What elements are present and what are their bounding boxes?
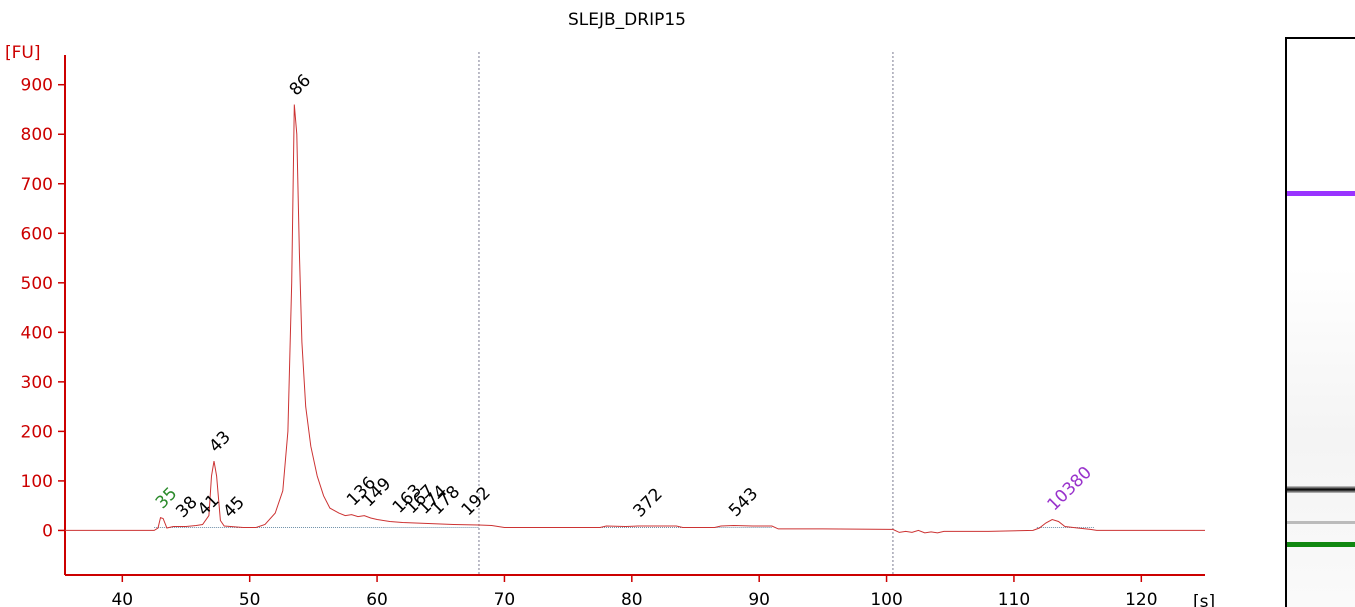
gel-band bbox=[1287, 542, 1355, 547]
electropherogram-chart: SLEJB_DRIP15 [FU] [s] 0 100 200 300 400 500 60… bbox=[5, 10, 1215, 607]
fluorescence-trace bbox=[65, 104, 1205, 534]
y-tick-label: 100 bbox=[21, 472, 53, 492]
y-axis-ticks: 0 100 200 300 400 500 600 700 800 900 bbox=[21, 76, 65, 541]
y-tick-label: 800 bbox=[21, 125, 53, 145]
gel-band bbox=[1287, 486, 1355, 493]
y-tick-label: 200 bbox=[21, 422, 53, 442]
chart-title: SLEJB_DRIP15 bbox=[568, 10, 686, 30]
x-tick-label: 60 bbox=[366, 590, 388, 607]
peak-label: 372 bbox=[630, 484, 667, 521]
x-tick-label: 100 bbox=[870, 590, 902, 607]
gel-band bbox=[1287, 191, 1355, 196]
x-tick-label: 70 bbox=[494, 590, 516, 607]
peak-label: 86 bbox=[286, 71, 315, 100]
dotted-markers bbox=[478, 52, 894, 575]
x-tick-label: 90 bbox=[748, 590, 770, 607]
peak-label: 43 bbox=[205, 427, 234, 456]
y-tick-label: 500 bbox=[21, 274, 53, 294]
y-tick-label: 300 bbox=[21, 373, 53, 393]
y-tick-label: 0 bbox=[42, 521, 53, 541]
x-axis-ticks: 40 50 60 70 80 90 100 110 120 bbox=[111, 575, 1158, 607]
gel-band bbox=[1287, 521, 1355, 524]
x-tick-label: 80 bbox=[621, 590, 643, 607]
y-axis-unit: [FU] bbox=[5, 43, 41, 63]
y-tick-label: 700 bbox=[21, 175, 53, 195]
y-tick-label: 400 bbox=[21, 323, 53, 343]
x-axis-unit: [s] bbox=[1193, 592, 1215, 607]
y-tick-label: 900 bbox=[21, 76, 53, 96]
peak-label: 192 bbox=[458, 483, 495, 520]
peak-label: 41 bbox=[194, 491, 223, 520]
x-tick-label: 50 bbox=[239, 590, 261, 607]
peak-label: 10380 bbox=[1044, 463, 1096, 515]
x-tick-label: 120 bbox=[1125, 590, 1157, 607]
x-tick-label: 40 bbox=[111, 590, 133, 607]
y-tick-label: 600 bbox=[21, 224, 53, 244]
x-tick-label: 110 bbox=[998, 590, 1030, 607]
peak-label: 543 bbox=[725, 484, 762, 521]
peak-label: 45 bbox=[219, 493, 248, 522]
gel-lane-image bbox=[1285, 37, 1355, 607]
